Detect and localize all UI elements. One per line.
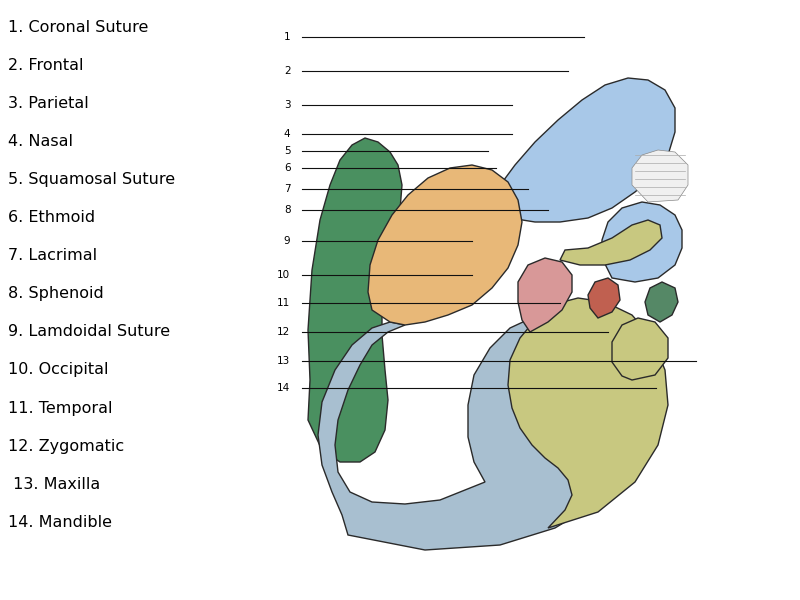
Text: 13. Maxilla: 13. Maxilla: [8, 476, 100, 492]
Text: 4: 4: [284, 130, 290, 139]
Text: 12. Zygomatic: 12. Zygomatic: [8, 439, 124, 454]
Text: 5. Squamosal Suture: 5. Squamosal Suture: [8, 172, 175, 187]
Text: 8: 8: [284, 205, 290, 215]
Text: 14: 14: [277, 383, 290, 393]
Text: 4. Nasal: 4. Nasal: [8, 134, 73, 149]
Polygon shape: [308, 138, 402, 462]
Polygon shape: [588, 278, 620, 318]
Text: 7: 7: [284, 184, 290, 194]
Text: 10: 10: [278, 270, 290, 280]
Text: 2: 2: [284, 66, 290, 76]
Polygon shape: [645, 282, 678, 322]
Polygon shape: [508, 298, 668, 528]
Text: 5: 5: [284, 146, 290, 156]
Text: 11: 11: [277, 298, 290, 308]
Polygon shape: [518, 258, 572, 332]
Text: 8. Sphenoid: 8. Sphenoid: [8, 286, 104, 301]
Text: 12: 12: [277, 328, 290, 337]
Text: 1. Coronal Suture: 1. Coronal Suture: [8, 19, 148, 34]
Polygon shape: [560, 220, 662, 265]
Text: 2. Frontal: 2. Frontal: [8, 58, 83, 73]
Polygon shape: [368, 165, 522, 325]
Polygon shape: [612, 318, 668, 380]
Polygon shape: [318, 312, 648, 550]
Text: 10. Occipital: 10. Occipital: [8, 362, 109, 377]
Polygon shape: [632, 150, 688, 202]
Text: 7. Lacrimal: 7. Lacrimal: [8, 248, 97, 263]
Polygon shape: [602, 202, 682, 282]
Text: 14. Mandible: 14. Mandible: [8, 515, 112, 530]
Text: 1: 1: [284, 32, 290, 42]
Text: 6: 6: [284, 163, 290, 173]
Text: 6. Ethmoid: 6. Ethmoid: [8, 210, 95, 225]
Text: 11. Temporal: 11. Temporal: [8, 401, 113, 415]
Text: 13: 13: [277, 356, 290, 366]
Text: 9. Lamdoidal Suture: 9. Lamdoidal Suture: [8, 324, 170, 340]
Polygon shape: [488, 78, 675, 222]
Text: 3: 3: [284, 100, 290, 110]
Text: 9: 9: [284, 236, 290, 246]
Text: 3. Parietal: 3. Parietal: [8, 95, 89, 110]
